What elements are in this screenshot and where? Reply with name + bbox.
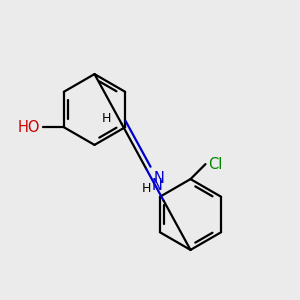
Text: H: H bbox=[142, 182, 152, 195]
Text: N: N bbox=[151, 178, 162, 193]
Text: N: N bbox=[154, 171, 165, 186]
Text: H: H bbox=[101, 112, 111, 125]
Text: Cl: Cl bbox=[208, 157, 222, 172]
Text: HO: HO bbox=[18, 120, 40, 135]
